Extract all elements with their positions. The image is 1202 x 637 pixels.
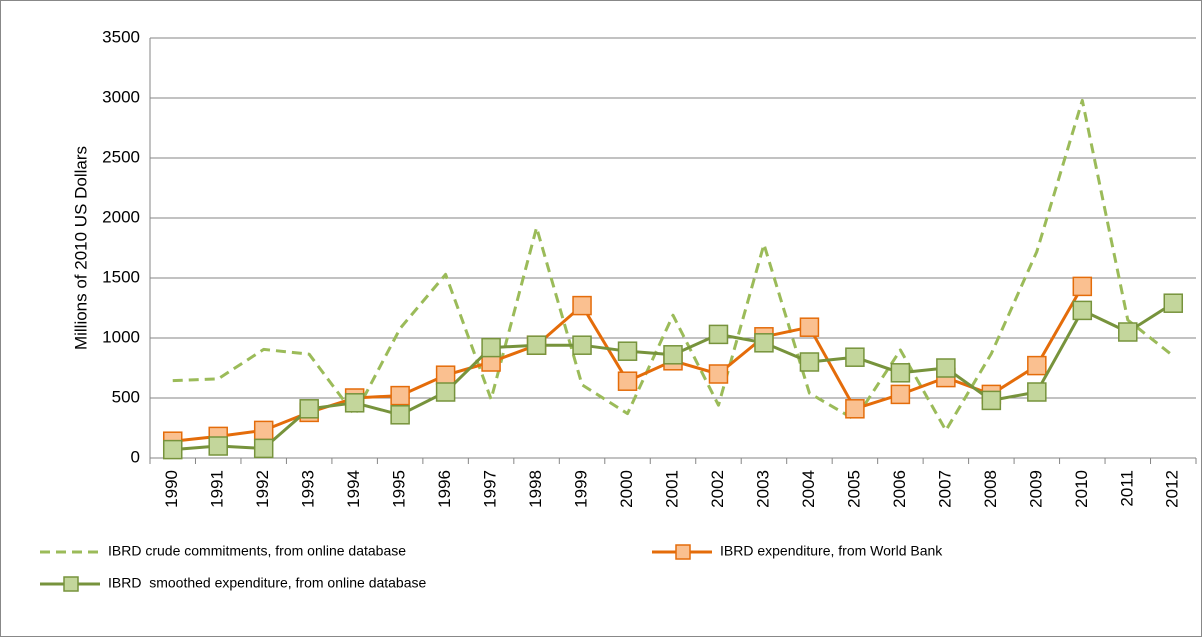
legend-label: IBRD expenditure, from World Bank	[720, 543, 943, 559]
marker	[344, 393, 365, 413]
marker	[617, 371, 638, 391]
marker	[799, 317, 820, 337]
y-tick-label: 1500	[102, 267, 140, 286]
marker	[1072, 276, 1093, 297]
x-tick-label: 2003	[753, 470, 772, 508]
marker	[754, 333, 774, 353]
marker	[526, 335, 547, 355]
marker	[845, 347, 865, 367]
y-tick-label: 2500	[102, 147, 140, 166]
marker	[572, 295, 592, 316]
marker	[481, 337, 501, 358]
marker	[1027, 382, 1047, 402]
x-tick-label: 1995	[390, 470, 409, 508]
marker	[1118, 322, 1138, 342]
x-tick-label: 1999	[572, 470, 591, 508]
y-tick-label: 1000	[102, 327, 140, 346]
series-line	[172, 98, 1175, 432]
marker	[253, 438, 274, 459]
x-tick-label: 1991	[208, 470, 227, 508]
legend-marker	[63, 576, 79, 592]
marker	[435, 365, 456, 385]
x-tick-label: 2008	[981, 470, 1000, 508]
x-tick-label: 1990	[162, 470, 181, 508]
marker	[799, 352, 820, 372]
y-tick-label: 3000	[102, 87, 140, 106]
marker	[1163, 293, 1184, 313]
marker	[435, 382, 456, 402]
y-tick-label: 0	[131, 447, 140, 466]
x-tick-label: 1997	[481, 470, 500, 508]
marker	[845, 399, 865, 419]
legend-marker	[675, 544, 691, 560]
marker	[708, 364, 729, 384]
y-tick-label: 500	[112, 387, 140, 406]
y-tick-label: 3500	[102, 27, 140, 46]
x-tick-label: 2001	[662, 470, 681, 508]
x-tick-label: 1996	[435, 470, 454, 508]
marker	[390, 385, 410, 406]
marker	[1072, 300, 1093, 321]
x-tick-label: 2005	[844, 470, 863, 508]
marker	[1027, 355, 1047, 376]
marker	[981, 390, 1002, 411]
y-tick-label: 2000	[102, 207, 140, 226]
legend-label: IBRD smoothed expenditure, from online d…	[108, 575, 427, 591]
legend-label: IBRD crude commitments, from online data…	[108, 543, 406, 559]
marker	[708, 324, 729, 345]
x-tick-label: 2010	[1072, 470, 1091, 508]
marker	[299, 399, 319, 419]
x-tick-label: 2009	[1026, 470, 1045, 508]
marker	[617, 341, 638, 361]
x-tick-label: 2004	[799, 470, 818, 508]
marker	[890, 384, 911, 405]
x-tick-label: 2006	[890, 470, 909, 508]
x-tick-label: 2011	[1117, 470, 1136, 507]
marker	[663, 345, 683, 365]
x-tick-label: 2000	[617, 470, 636, 508]
marker	[390, 405, 410, 425]
x-tick-label: 1992	[253, 470, 272, 508]
y-axis-label: Millions of 2010 US Dollars	[71, 146, 90, 350]
x-tick-label: 2012	[1163, 470, 1182, 508]
marker	[572, 335, 592, 355]
marker	[208, 436, 228, 456]
marker	[890, 363, 911, 383]
x-tick-label: 2007	[935, 470, 954, 508]
x-tick-label: 1994	[344, 470, 363, 508]
x-tick-label: 1993	[299, 470, 318, 508]
x-tick-label: 1998	[526, 470, 545, 508]
x-tick-label: 2002	[708, 470, 727, 508]
marker	[162, 439, 183, 460]
marker	[253, 420, 274, 441]
marker	[936, 358, 956, 378]
